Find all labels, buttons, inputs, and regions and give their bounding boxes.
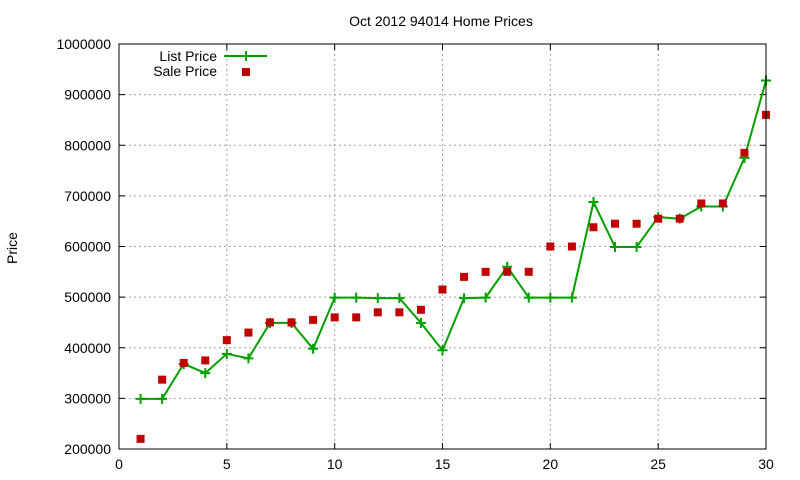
sale-price-point (265, 318, 274, 327)
list-price-point (135, 393, 146, 404)
list-price-point (243, 353, 254, 364)
sale-price-point (740, 148, 749, 157)
legend-marker-list-price (241, 51, 251, 61)
sale-price-point (373, 308, 382, 317)
y-tick-label: 200000 (64, 441, 111, 457)
list-price-point (308, 343, 319, 354)
sale-price-point (589, 223, 598, 232)
sale-price-point (201, 356, 210, 365)
list-price-point (610, 242, 621, 253)
sale-price-point (395, 308, 404, 317)
sale-price-point (611, 219, 620, 228)
y-tick-label: 600000 (64, 239, 111, 255)
series-layer (135, 75, 771, 443)
x-tick-label: 30 (758, 456, 774, 472)
legend: List Price Sale Price (153, 48, 267, 79)
sale-price-point (136, 434, 145, 443)
sale-price-point (330, 313, 339, 322)
y-tick-label: 700000 (64, 188, 111, 204)
y-tick-label: 500000 (64, 289, 111, 305)
list-price-point (545, 292, 556, 303)
list-price-point (157, 393, 168, 404)
y-tick-label: 1000000 (56, 36, 111, 52)
list-price-point (437, 345, 448, 356)
list-price-point (200, 368, 211, 379)
legend-marker-sale-price (242, 68, 250, 76)
y-tick-label: 400000 (64, 340, 111, 356)
sale-price-point (697, 199, 706, 208)
legend-label-list-price: List Price (159, 48, 217, 64)
sale-price-point (503, 267, 512, 276)
sale-price-point (546, 242, 555, 251)
sale-price-point (675, 214, 684, 223)
list-price-point (566, 292, 577, 303)
x-tick-label: 10 (327, 456, 343, 472)
plot-border (118, 43, 767, 450)
sale-price-point (438, 285, 447, 294)
y-tick-label: 800000 (64, 137, 111, 153)
sale-price-point (244, 328, 253, 337)
y-tick-label: 900000 (64, 87, 111, 103)
x-tick-label: 25 (650, 456, 666, 472)
x-tick-label: 0 (115, 456, 123, 472)
x-tick-label: 20 (543, 456, 559, 472)
chart-title: Oct 2012 94014 Home Prices (349, 13, 533, 29)
sale-price-point (718, 199, 727, 208)
legend-label-sale-price: Sale Price (153, 63, 217, 79)
sale-price-point (416, 305, 425, 314)
grid (119, 44, 766, 449)
sale-price-point (179, 358, 188, 367)
list-price-point (394, 293, 405, 304)
sale-price-point (352, 313, 361, 322)
sale-price-point (222, 336, 231, 345)
list-price-point (588, 196, 599, 207)
list-price-point (329, 292, 340, 303)
x-tick-label: 5 (223, 456, 231, 472)
y-tick-label: 300000 (64, 390, 111, 406)
list-price-point (631, 242, 642, 253)
sale-price-point (567, 242, 576, 251)
list-price-point (480, 292, 491, 303)
x-tick-label: 15 (435, 456, 451, 472)
list-price-point (221, 348, 232, 359)
list-price-point (372, 293, 383, 304)
sale-price-point (632, 219, 641, 228)
sale-price-point (654, 214, 663, 223)
ticks: 200000 300000 400000 500000 600000 700000 8000… (56, 36, 774, 472)
list-price-point (459, 293, 470, 304)
series-line-list-price (140, 80, 767, 400)
sale-price-point (287, 318, 296, 327)
sale-price-point (309, 315, 318, 324)
sale-price-point (460, 272, 469, 281)
sale-price-point (481, 267, 490, 276)
sale-price-point (158, 375, 167, 384)
list-price-point (351, 292, 362, 303)
y-axis-label: Price (4, 232, 20, 264)
list-price-point (415, 317, 426, 328)
list-price-point (523, 292, 534, 303)
sale-price-point (524, 267, 533, 276)
